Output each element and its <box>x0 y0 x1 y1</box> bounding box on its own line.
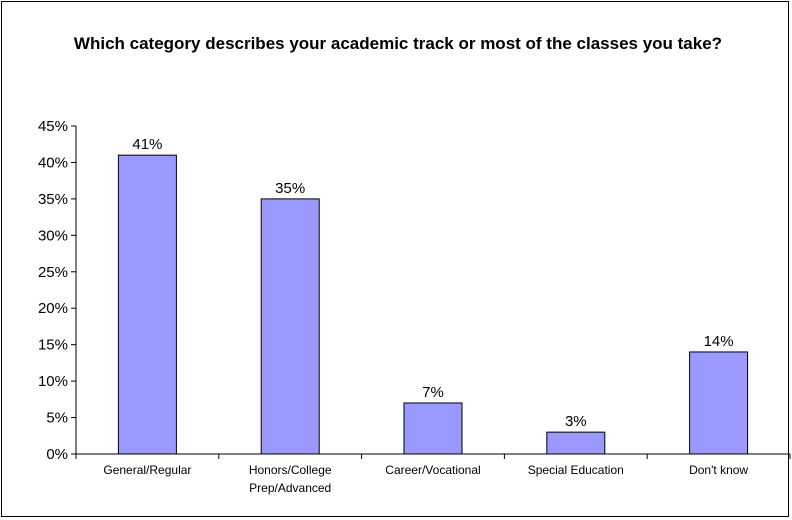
x-tick-label: Don't know <box>689 463 748 477</box>
bar <box>117 154 177 455</box>
y-tick-label: 15% <box>38 337 68 354</box>
y-tick-label: 25% <box>38 264 68 281</box>
y-tick-label: 30% <box>38 227 68 244</box>
x-tick-label: Prep/Advanced <box>249 481 331 495</box>
data-label: 41% <box>132 136 162 153</box>
data-label: 3% <box>565 413 587 430</box>
chart-title: Which category describes your academic t… <box>73 34 723 53</box>
data-label: 14% <box>704 333 734 350</box>
y-tick-label: 5% <box>46 410 68 427</box>
data-label: 7% <box>422 384 444 401</box>
x-tick-label: General/Regular <box>103 463 191 477</box>
bar <box>546 431 606 455</box>
x-tick-label: Special Education <box>528 463 624 477</box>
y-tick-label: 40% <box>38 154 68 171</box>
bar <box>689 351 749 455</box>
x-tick-label: Honors/College <box>249 463 332 477</box>
y-tick-label: 10% <box>38 373 68 390</box>
x-tick-label: Career/Vocational <box>385 463 480 477</box>
y-tick-label: 45% <box>38 118 68 135</box>
y-tick-label: 20% <box>38 300 68 317</box>
y-tick-label: 0% <box>46 446 68 463</box>
y-tick-label: 35% <box>38 191 68 208</box>
bar <box>403 402 463 455</box>
bar <box>260 198 320 455</box>
data-label: 35% <box>275 180 305 197</box>
